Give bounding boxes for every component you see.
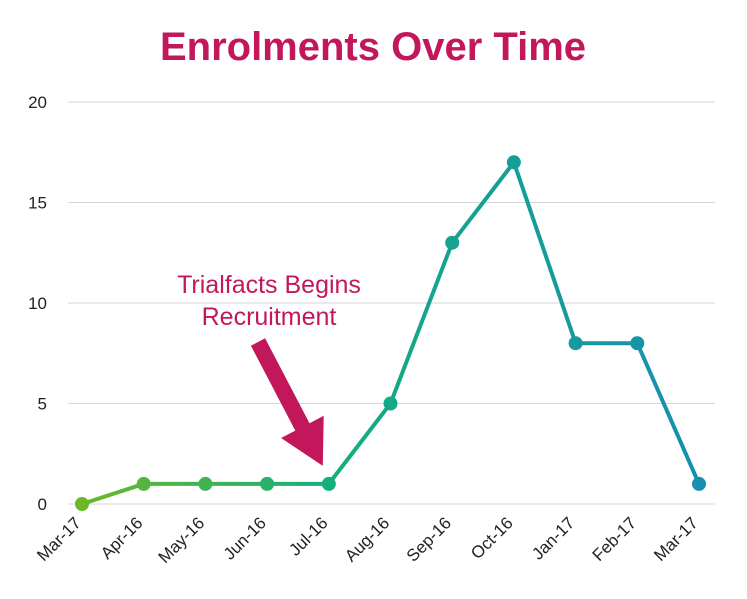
series-line [81, 160, 701, 506]
x-tick-label: Apr-16 [97, 513, 147, 563]
chart-title: Enrolments Over Time [160, 25, 586, 69]
y-tick-label: 20 [28, 93, 47, 112]
x-tick-label: Mar-17 [33, 513, 85, 565]
data-point [692, 476, 706, 491]
x-tick-label: May-16 [155, 513, 209, 567]
data-point [383, 396, 398, 411]
data-point [568, 336, 583, 351]
y-axis-ticks: 0 5 10 15 20 [28, 93, 47, 514]
x-tick-label: Jan-17 [528, 513, 578, 563]
x-tick-label: Jul-16 [285, 513, 331, 559]
y-tick-label: 10 [28, 294, 47, 313]
data-point [260, 476, 275, 491]
x-tick-label: Jun-16 [220, 513, 270, 563]
y-tick-label: 5 [38, 395, 47, 414]
data-point [136, 476, 151, 491]
data-point [630, 336, 645, 351]
annotation-line-2: Recruitment [202, 303, 337, 331]
x-axis-ticks: Mar-17 Apr-16 May-16 Jun-16 Jul-16 Aug-16 Sep-… [33, 513, 702, 567]
x-tick-label: Oct-16 [467, 513, 517, 563]
data-point [445, 235, 460, 250]
data-point [321, 476, 336, 491]
annotation-arrow [250, 338, 324, 466]
y-tick-label: 0 [38, 495, 47, 514]
x-tick-label: Feb-17 [589, 513, 641, 565]
series-points [75, 155, 706, 511]
x-tick-label: Sep-16 [403, 513, 455, 565]
data-point [506, 155, 521, 170]
x-tick-label: Mar-17 [650, 513, 702, 565]
x-tick-label: Aug-16 [341, 513, 393, 565]
data-point [75, 497, 89, 511]
data-point [198, 476, 213, 491]
annotation-line-1: Trialfacts Begins [177, 271, 361, 299]
y-tick-label: 15 [28, 194, 47, 213]
gridlines [68, 101, 715, 505]
